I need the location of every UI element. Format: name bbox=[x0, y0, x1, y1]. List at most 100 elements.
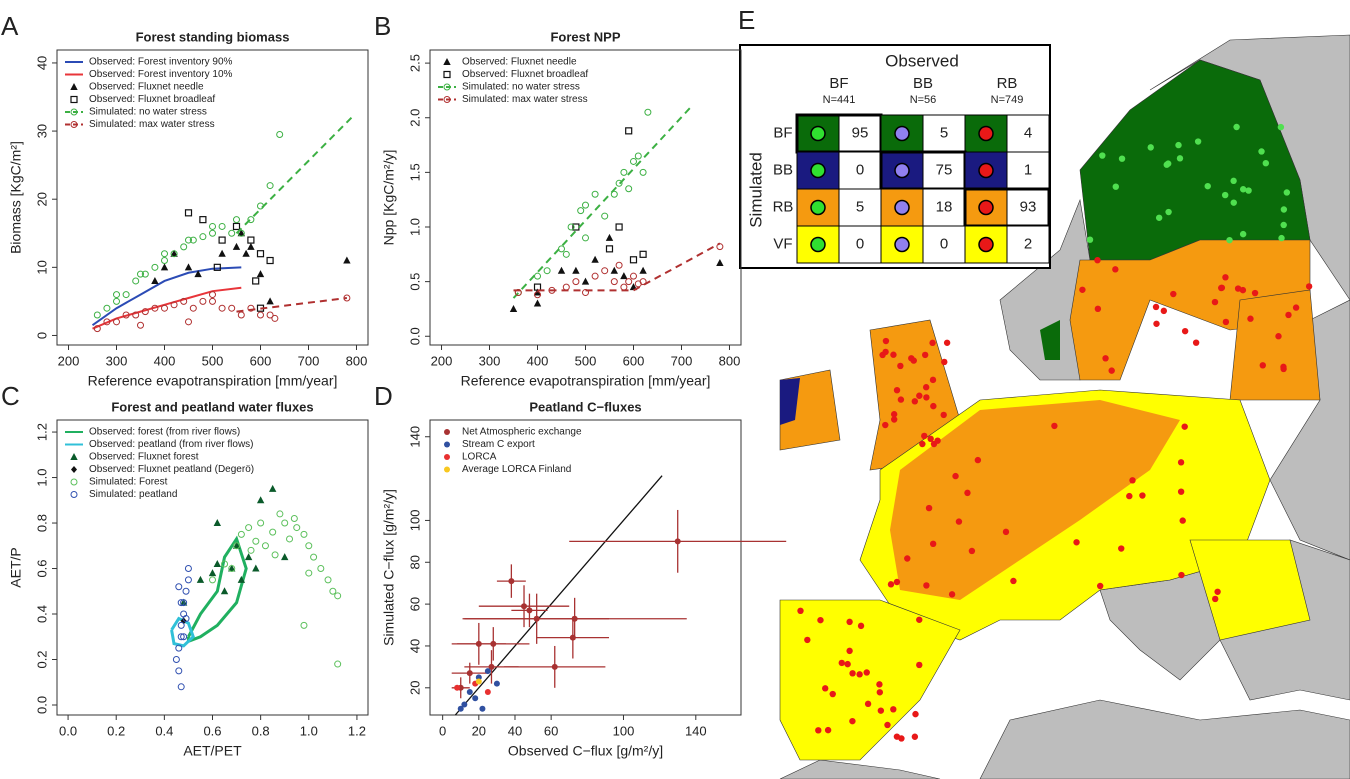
point bbox=[172, 656, 180, 664]
y-tick-label: 100 bbox=[407, 510, 422, 532]
map-dot bbox=[1165, 208, 1172, 216]
y-tick-label: 0 bbox=[34, 332, 49, 339]
legend-marker bbox=[443, 83, 451, 91]
class-dot bbox=[810, 162, 826, 179]
x-tick-label: 300 bbox=[479, 353, 501, 368]
y-tick-label: 0.0 bbox=[407, 327, 422, 345]
value-cell bbox=[922, 225, 966, 264]
map-dot bbox=[846, 618, 853, 626]
series-line bbox=[91, 266, 242, 327]
legend-label: Simulated: peatland bbox=[89, 489, 177, 500]
map-dot bbox=[925, 504, 933, 512]
map-dot bbox=[929, 339, 936, 347]
point bbox=[281, 519, 289, 527]
point bbox=[180, 599, 188, 607]
land-grey bbox=[779, 759, 941, 779]
point bbox=[271, 551, 279, 559]
map-dot bbox=[921, 432, 928, 440]
point bbox=[639, 168, 647, 176]
map-dot bbox=[1245, 187, 1252, 194]
point bbox=[625, 278, 633, 286]
legend-label: Observed: peatland (from river flows) bbox=[89, 439, 254, 450]
x-tick-label: 400 bbox=[154, 353, 176, 368]
point bbox=[343, 256, 351, 264]
point bbox=[639, 250, 647, 258]
legend-marker bbox=[70, 121, 78, 128]
map-dot bbox=[1222, 318, 1230, 326]
map-dot bbox=[927, 435, 934, 443]
point bbox=[184, 263, 193, 271]
point bbox=[479, 705, 486, 712]
map-dot bbox=[1170, 290, 1177, 298]
x-tick-label: 600 bbox=[623, 353, 645, 368]
legend-label: Net Atmospheric exchange bbox=[462, 427, 582, 438]
x-tick-label: 200 bbox=[58, 353, 80, 368]
point bbox=[475, 674, 482, 681]
cell-value: 93 bbox=[1020, 198, 1037, 215]
point bbox=[93, 325, 101, 333]
y-tick-label: 40 bbox=[407, 639, 422, 653]
point bbox=[509, 304, 518, 312]
point bbox=[113, 318, 121, 326]
point bbox=[247, 242, 255, 250]
point bbox=[484, 688, 491, 695]
y-tick-label: 0.8 bbox=[34, 514, 49, 532]
point bbox=[629, 256, 638, 264]
y-tick-label: 1.2 bbox=[34, 423, 49, 441]
map-dot bbox=[898, 735, 905, 742]
legend-label: Average LORCA Finland bbox=[462, 464, 571, 475]
point bbox=[605, 245, 614, 253]
point bbox=[209, 291, 216, 299]
legend-label: Simulated: max water stress bbox=[462, 94, 588, 105]
map-dot bbox=[882, 421, 889, 429]
map-dot bbox=[1147, 144, 1154, 151]
point bbox=[177, 683, 185, 691]
y-axis-title: Simulated C−flux [g/m²/y] bbox=[381, 489, 397, 646]
cell-value: 1 bbox=[1024, 161, 1032, 178]
point bbox=[233, 542, 241, 550]
x-axis-title: Reference evapotranspiration [mm/year] bbox=[88, 373, 338, 389]
point bbox=[300, 621, 308, 629]
chart-title: Forest NPP bbox=[550, 29, 620, 44]
map-dot bbox=[1222, 274, 1229, 281]
point bbox=[266, 182, 274, 190]
point bbox=[610, 266, 618, 274]
panel-label: A bbox=[1, 11, 19, 41]
class-dot bbox=[894, 125, 910, 142]
class-dot bbox=[894, 199, 910, 216]
map-dot bbox=[1280, 206, 1288, 213]
point bbox=[252, 537, 260, 545]
point bbox=[605, 233, 614, 241]
y-axis-title: Npp [KgC/m²/y] bbox=[381, 150, 397, 246]
legend-label: Observed: Forest inventory 90% bbox=[89, 57, 233, 68]
map-dot bbox=[1112, 266, 1119, 273]
point bbox=[175, 644, 183, 652]
legend-label: Observed: Fluxnet needle bbox=[462, 57, 577, 68]
map-dot bbox=[890, 351, 897, 358]
point bbox=[625, 185, 633, 193]
row-header: RB bbox=[773, 198, 794, 215]
chart-title: Peatland C−fluxes bbox=[529, 399, 641, 414]
map-dot bbox=[797, 607, 804, 614]
identity-line bbox=[454, 475, 663, 716]
map-dot bbox=[941, 358, 948, 366]
legend-marker bbox=[444, 466, 450, 473]
map-dot bbox=[890, 411, 898, 418]
map-dot bbox=[919, 440, 926, 448]
point bbox=[466, 670, 473, 677]
point bbox=[634, 152, 642, 160]
map-dot bbox=[923, 394, 930, 401]
cell-value: 2 bbox=[1024, 235, 1032, 252]
point bbox=[103, 318, 111, 326]
region-orange bbox=[1069, 239, 1311, 381]
point bbox=[220, 587, 229, 595]
point bbox=[182, 615, 190, 623]
map-dot bbox=[887, 581, 895, 588]
y-axis-title: Biomass [KgC/m²] bbox=[8, 141, 24, 254]
class-dot bbox=[894, 236, 910, 253]
point bbox=[293, 524, 301, 532]
cell-value: 0 bbox=[856, 235, 864, 252]
point bbox=[141, 308, 149, 316]
cell-value: 5 bbox=[940, 124, 948, 141]
map-dot bbox=[1176, 155, 1184, 162]
